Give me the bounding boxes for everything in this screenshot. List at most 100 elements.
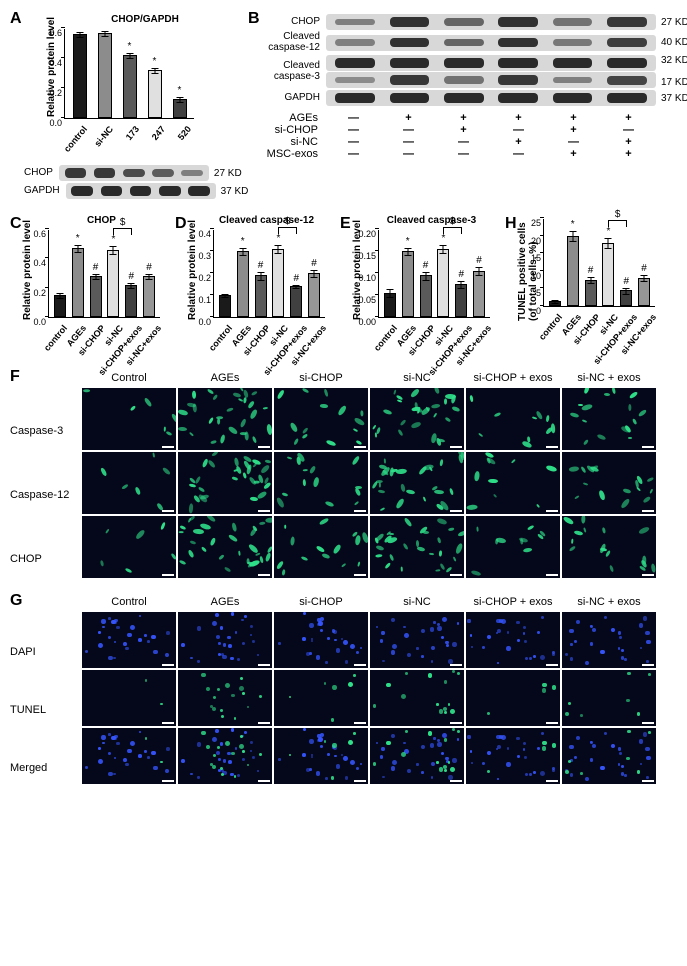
bar: # bbox=[638, 278, 650, 306]
condition-cell: — bbox=[436, 148, 491, 160]
col-header: Control bbox=[82, 596, 176, 610]
chart-title: Cleaved caspase-12 bbox=[193, 215, 340, 226]
blot-band bbox=[498, 58, 538, 68]
chartC: CHOPRelative protein level$0.00.20.40.6*… bbox=[28, 215, 175, 320]
blot-band bbox=[335, 39, 375, 46]
chartA-title: CHOP/GAPDH bbox=[50, 14, 240, 25]
condition-cell: — bbox=[436, 136, 491, 148]
micrograph bbox=[178, 452, 272, 514]
blot-band bbox=[152, 169, 174, 177]
blot-band bbox=[553, 58, 593, 68]
micrograph bbox=[370, 670, 464, 726]
blot-band bbox=[607, 76, 647, 85]
bar: # bbox=[290, 286, 302, 317]
row-CDEH: C CHOPRelative protein level$0.00.20.40.… bbox=[10, 215, 677, 320]
blot-band bbox=[498, 75, 538, 85]
condition-cell: + bbox=[601, 148, 656, 160]
panel-label-E: E bbox=[340, 215, 351, 233]
micrograph bbox=[274, 612, 368, 668]
chartE: Cleaved caspase-3Relative protein level$… bbox=[358, 215, 505, 320]
chart-xlabels: controlAGEssi-CHOPsi-NCsi-CHOP+exossi-NC… bbox=[543, 307, 655, 309]
micrograph bbox=[370, 516, 464, 578]
mw-label: 37 KD bbox=[216, 186, 249, 197]
blot-band bbox=[390, 58, 430, 68]
micrograph bbox=[466, 388, 560, 450]
chart-title: CHOP bbox=[28, 215, 175, 226]
chart-title: Cleaved caspase-3 bbox=[358, 215, 505, 226]
blot-band bbox=[444, 39, 484, 47]
bar: * bbox=[567, 236, 579, 306]
condition-cell: — bbox=[601, 124, 656, 136]
blot-band bbox=[553, 18, 593, 25]
panel-label-A: A bbox=[10, 10, 22, 28]
blot-band bbox=[607, 58, 647, 68]
micrograph bbox=[562, 388, 656, 450]
micrograph bbox=[562, 612, 656, 668]
condition-cell: + bbox=[491, 112, 546, 124]
blot-band bbox=[335, 93, 375, 103]
panel-A: A CHOP/GAPDH Relative protein level 0.00… bbox=[10, 10, 240, 201]
mw-label: 17 KD bbox=[656, 77, 687, 88]
micrograph bbox=[466, 516, 560, 578]
blot-band bbox=[444, 18, 484, 26]
col-header: Control bbox=[82, 372, 176, 386]
bar: * bbox=[123, 55, 137, 118]
blot-label: GAPDH bbox=[248, 93, 326, 104]
blot-row: GAPDH37 KD bbox=[24, 183, 240, 199]
condition-cell: + bbox=[436, 112, 491, 124]
condition-cell: + bbox=[546, 112, 601, 124]
col-header: si-NC bbox=[370, 596, 464, 610]
blot-strip bbox=[59, 165, 209, 181]
bar bbox=[219, 295, 231, 317]
blot-band bbox=[188, 186, 210, 196]
panel-label-G: G bbox=[10, 592, 22, 610]
chartA-xlabels: controlsi-NC173247520 bbox=[64, 119, 194, 121]
blot-band bbox=[498, 93, 538, 103]
micrograph bbox=[82, 452, 176, 514]
blot-band bbox=[607, 38, 647, 47]
bar: * bbox=[72, 248, 84, 317]
blot-band bbox=[444, 93, 484, 103]
blot-band bbox=[123, 169, 145, 178]
bar: # bbox=[473, 271, 485, 317]
panel-B: B CHOP27 KDCleavedcaspase-1240 KDCleaved… bbox=[248, 10, 687, 201]
col-header: si-CHOP bbox=[274, 372, 368, 386]
blot-band bbox=[71, 186, 93, 196]
blot-strip bbox=[326, 14, 656, 30]
blot-band bbox=[607, 93, 647, 103]
panel-E: E Cleaved caspase-3Relative protein leve… bbox=[340, 215, 505, 320]
blot-label: CHOP bbox=[248, 17, 326, 28]
blot-label: GAPDH bbox=[24, 186, 66, 197]
col-header: AGEs bbox=[178, 372, 272, 386]
chart-xlabels: controlAGEssi-CHOPsi-NCsi-CHOP+exossi-NC… bbox=[213, 318, 325, 320]
condition-cell: — bbox=[381, 124, 436, 136]
bracket-label: $ bbox=[285, 216, 291, 227]
micrograph bbox=[178, 516, 272, 578]
condition-cell: + bbox=[601, 112, 656, 124]
blot-band bbox=[607, 17, 647, 27]
y-axis-label: Relative protein level bbox=[187, 220, 198, 320]
mw-label: 40 KD bbox=[656, 37, 687, 48]
panel-label-B: B bbox=[248, 10, 260, 28]
micrograph bbox=[466, 612, 560, 668]
blot-band bbox=[101, 186, 123, 196]
condition-cell: — bbox=[546, 136, 601, 148]
bar: * bbox=[602, 243, 614, 306]
blot-band bbox=[390, 17, 430, 27]
panel-A-chart: CHOP/GAPDH Relative protein level 0.00.2… bbox=[50, 14, 240, 119]
row-header: Merged bbox=[10, 762, 47, 774]
chartD: Cleaved caspase-12Relative protein level… bbox=[193, 215, 340, 320]
y-axis-label: Relative protein level bbox=[22, 220, 33, 320]
micrograph bbox=[178, 670, 272, 726]
bar: * bbox=[402, 251, 414, 317]
micrograph bbox=[274, 670, 368, 726]
panel-label-D: D bbox=[175, 215, 187, 233]
bar: # bbox=[125, 285, 137, 317]
blot-band bbox=[444, 58, 484, 68]
panel-label-F: F bbox=[10, 368, 20, 386]
panel-B-conditions: AGEs—+++++si-CHOP——+—+—si-NC———+—+MSC-ex… bbox=[248, 112, 687, 160]
condition-cell: — bbox=[381, 136, 436, 148]
bar: # bbox=[308, 273, 320, 317]
condition-cell: — bbox=[326, 124, 381, 136]
bar: # bbox=[585, 280, 597, 306]
